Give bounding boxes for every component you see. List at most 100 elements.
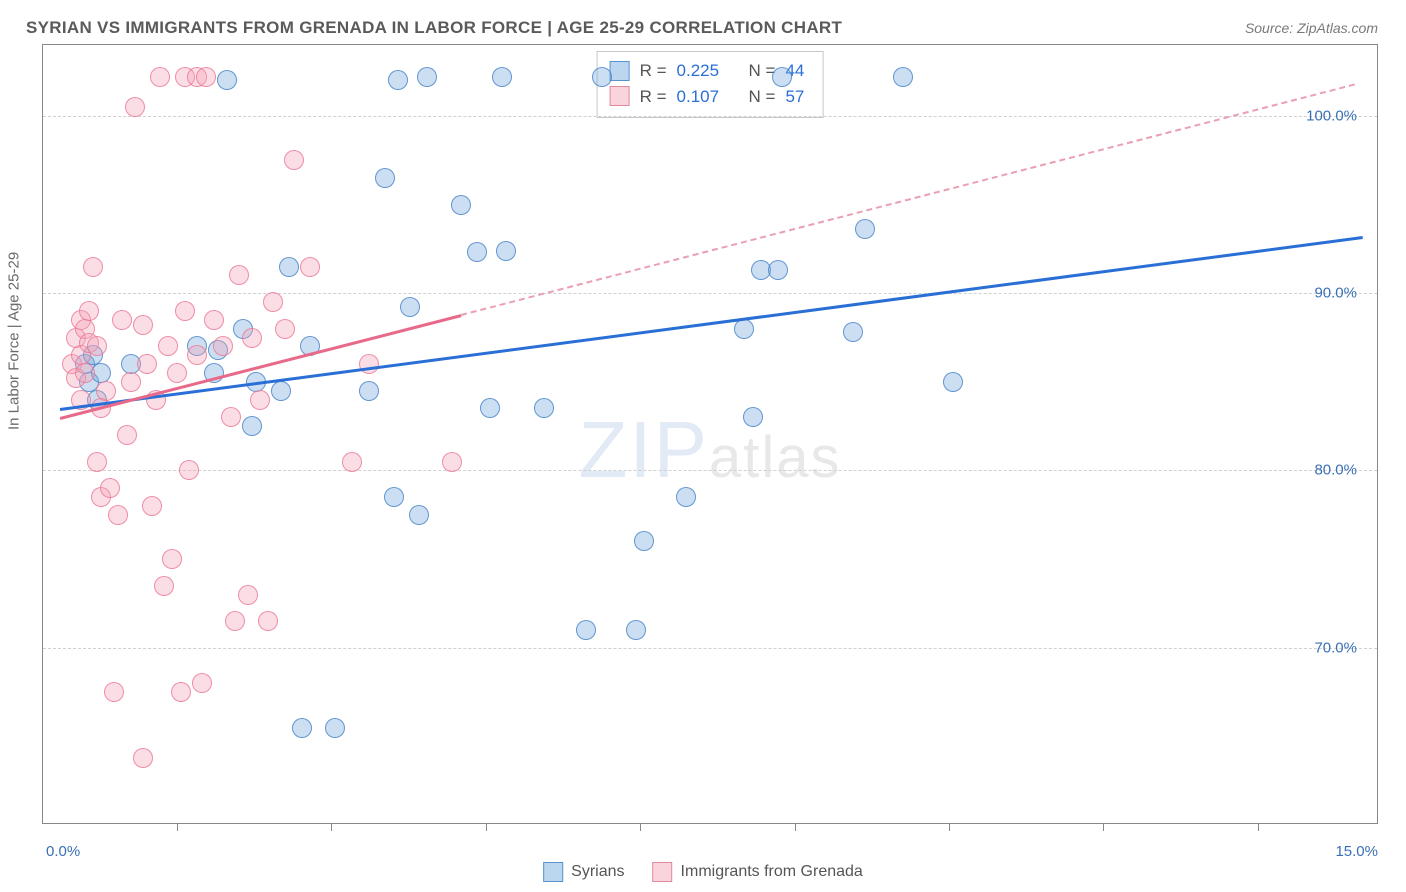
scatter-point — [133, 748, 153, 768]
scatter-point — [275, 319, 295, 339]
x-tick — [949, 823, 950, 831]
swatch-blue-icon — [543, 862, 563, 882]
x-tick — [1103, 823, 1104, 831]
scatter-point — [229, 265, 249, 285]
scatter-point — [242, 328, 262, 348]
x-tick — [795, 823, 796, 831]
swatch-pink-icon — [653, 862, 673, 882]
scatter-point — [125, 97, 145, 117]
swatch-pink-icon — [610, 86, 630, 106]
r-label: R = — [640, 84, 667, 110]
scatter-point — [142, 496, 162, 516]
scatter-point — [292, 718, 312, 738]
bottom-legend: Syrians Immigrants from Grenada — [543, 862, 863, 882]
scatter-point — [192, 673, 212, 693]
scatter-point — [213, 336, 233, 356]
scatter-point — [284, 150, 304, 170]
scatter-point — [743, 407, 763, 427]
scatter-point — [772, 67, 792, 87]
scatter-point — [279, 257, 299, 277]
r-value-syrians: 0.225 — [677, 58, 720, 84]
y-tick-label: 80.0% — [1314, 462, 1357, 479]
x-tick — [486, 823, 487, 831]
n-label: N = — [749, 84, 776, 110]
scatter-point — [179, 460, 199, 480]
scatter-point — [855, 219, 875, 239]
watermark-zip: ZIP — [579, 405, 709, 494]
y-tick-label: 100.0% — [1306, 107, 1357, 124]
scatter-point — [242, 416, 262, 436]
scatter-point — [117, 425, 137, 445]
scatter-point — [79, 301, 99, 321]
scatter-point — [734, 319, 754, 339]
scatter-point — [576, 620, 596, 640]
scatter-point — [87, 336, 107, 356]
scatter-point — [187, 345, 207, 365]
n-value-grenada: 57 — [785, 84, 804, 110]
scatter-point — [87, 452, 107, 472]
scatter-point — [451, 195, 471, 215]
trend-line — [59, 236, 1362, 411]
x-axis-min-label: 0.0% — [46, 843, 80, 860]
scatter-point — [388, 70, 408, 90]
scatter-point — [417, 67, 437, 87]
scatter-point — [768, 260, 788, 280]
scatter-point — [496, 241, 516, 261]
scatter-point — [676, 487, 696, 507]
chart-title: SYRIAN VS IMMIGRANTS FROM GRENADA IN LAB… — [26, 18, 842, 38]
scatter-point — [75, 363, 95, 383]
scatter-point — [359, 381, 379, 401]
scatter-point — [175, 301, 195, 321]
scatter-point — [121, 372, 141, 392]
scatter-point — [300, 257, 320, 277]
gridline-horizontal — [43, 648, 1377, 649]
scatter-point — [626, 620, 646, 640]
scatter-point — [221, 407, 241, 427]
scatter-point — [384, 487, 404, 507]
scatter-point — [133, 315, 153, 335]
scatter-point — [263, 292, 283, 312]
scatter-point — [258, 611, 278, 631]
swatch-blue-icon — [610, 61, 630, 81]
scatter-point — [137, 354, 157, 374]
y-tick-label: 70.0% — [1314, 639, 1357, 656]
stats-row-grenada: R = 0.107 N = 57 — [610, 84, 805, 110]
gridline-horizontal — [43, 116, 1377, 117]
source-attribution: Source: ZipAtlas.com — [1245, 20, 1378, 36]
scatter-point — [96, 381, 116, 401]
scatter-point — [592, 67, 612, 87]
gridline-horizontal — [43, 470, 1377, 471]
stats-legend-box: R = 0.225 N = 44 R = 0.107 N = 57 — [597, 51, 824, 118]
scatter-point — [843, 322, 863, 342]
y-tick-label: 90.0% — [1314, 285, 1357, 302]
scatter-point — [154, 576, 174, 596]
scatter-point — [150, 67, 170, 87]
x-tick — [331, 823, 332, 831]
scatter-point — [167, 363, 187, 383]
scatter-point — [250, 390, 270, 410]
legend-label-syrians: Syrians — [571, 863, 624, 881]
trend-line — [460, 84, 1354, 316]
scatter-point — [342, 452, 362, 472]
scatter-point — [238, 585, 258, 605]
scatter-point — [100, 478, 120, 498]
scatter-point — [943, 372, 963, 392]
scatter-point — [442, 452, 462, 472]
scatter-point — [104, 682, 124, 702]
scatter-point — [534, 398, 554, 418]
scatter-point — [225, 611, 245, 631]
watermark-atlas: atlas — [709, 425, 842, 490]
y-axis-label: In Labor Force | Age 25-29 — [6, 252, 23, 430]
scatter-point — [112, 310, 132, 330]
scatter-point — [400, 297, 420, 317]
watermark: ZIPatlas — [579, 404, 842, 496]
legend-label-grenada: Immigrants from Grenada — [681, 863, 863, 881]
scatter-point — [492, 67, 512, 87]
scatter-point — [217, 70, 237, 90]
scatter-point — [108, 505, 128, 525]
x-axis-max-label: 15.0% — [1335, 843, 1378, 860]
scatter-point — [171, 682, 191, 702]
scatter-point — [409, 505, 429, 525]
x-tick — [1258, 823, 1259, 831]
legend-item-grenada: Immigrants from Grenada — [653, 862, 863, 882]
